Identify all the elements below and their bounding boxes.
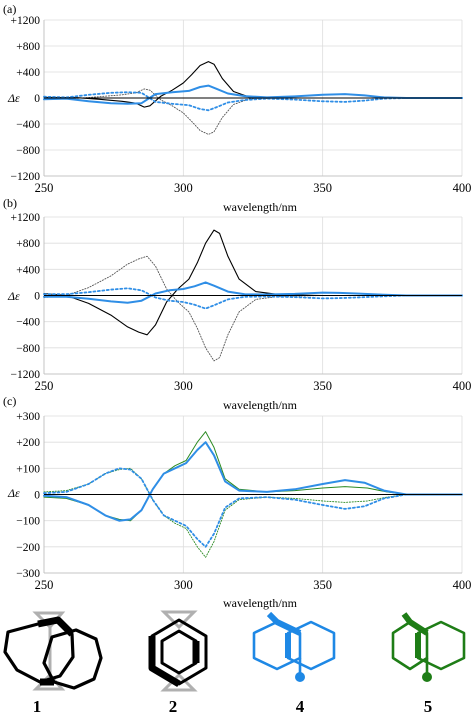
series-line-blue-solid (43, 84, 463, 105)
structure-label-5: 5 (424, 697, 433, 715)
series-line-blue-dotted (43, 467, 463, 548)
series-line-green-solid (43, 431, 463, 522)
y-tick-label: −1200 (11, 369, 41, 381)
y-tick-label: −1200 (11, 171, 41, 183)
series-group (43, 61, 463, 135)
x-axis-label: wavelength/nm (223, 398, 298, 412)
structure-label-4: 4 (296, 697, 305, 715)
structure-2-drawing (148, 610, 208, 692)
structure-1-drawing (3, 611, 103, 691)
y-tick-label: −800 (16, 145, 40, 157)
y-tick-label: +300 (16, 411, 40, 423)
y-tick-label: +800 (16, 41, 40, 53)
series-line-black-dotted (43, 88, 463, 135)
x-tick-label: 350 (313, 379, 332, 393)
x-axis-label: wavelength/nm (223, 596, 298, 610)
structure-label-1: 1 (33, 697, 42, 715)
panel-label: (c) (3, 394, 16, 408)
x-tick-label: 350 (313, 578, 332, 592)
series-line-blue-solid (43, 441, 463, 522)
y-ticks: +300 +200 +100 0 −100 −200 −300 (16, 411, 40, 580)
x-tick-label: 400 (453, 379, 472, 393)
y-tick-label: +400 (16, 264, 40, 276)
series-line-blue-dotted (43, 91, 463, 112)
grid (43, 415, 463, 574)
grid (43, 19, 463, 177)
series-line-blue-dotted (43, 287, 463, 310)
x-tick-label: 250 (35, 578, 54, 592)
panel-c: (c) +300 +200 +100 0 −100 −200 −300 250 300 350 4… (3, 394, 471, 610)
x-axis-label: wavelength/nm (223, 200, 298, 214)
x-ticks: 250 300 350 400 (35, 181, 472, 195)
panel-b: (b) +1200 +800 +400 0 −400 −800 −1200 250 300 35… (3, 196, 471, 412)
y-tick-label: +400 (16, 67, 40, 79)
series-line-black-solid (43, 61, 463, 108)
x-tick-label: 250 (35, 379, 54, 393)
y-tick-label: 0 (34, 291, 40, 303)
y-tick-label: −800 (16, 343, 40, 355)
y-tick-label: 0 (34, 93, 40, 105)
series-line-green-dotted (43, 467, 463, 558)
x-tick-label: 350 (313, 181, 332, 195)
y-tick-label: +1200 (11, 15, 41, 27)
series-group (43, 229, 463, 362)
x-ticks: 250 300 350 400 (35, 578, 472, 592)
y-tick-label: +800 (16, 238, 40, 250)
y-tick-label: −400 (16, 317, 40, 329)
y-tick-label: 0 (34, 490, 40, 502)
y-tick-label: −200 (16, 542, 40, 554)
y-ticks: +1200 +800 +400 0 −400 −800 −1200 (11, 15, 41, 183)
y-tick-label: +1200 (11, 212, 41, 224)
x-tick-label: 400 (453, 578, 472, 592)
y-tick-label: −300 (16, 568, 40, 580)
panel-label: (a) (3, 2, 16, 16)
structure-label-2: 2 (169, 697, 178, 715)
x-tick-label: 400 (453, 181, 472, 195)
series-group (43, 431, 463, 558)
x-tick-label: 300 (174, 379, 193, 393)
panel-label: (b) (3, 196, 17, 210)
structure-5-drawing (391, 612, 466, 682)
y-tick-label: −400 (16, 119, 40, 131)
y-tick-label: +200 (16, 437, 40, 449)
x-ticks: 250 300 350 400 (35, 379, 472, 393)
x-tick-label: 300 (174, 181, 193, 195)
x-tick-label: 250 (35, 181, 54, 195)
series-line-black-solid (43, 229, 463, 336)
y-axis-label: Δε (7, 486, 20, 500)
y-axis-label: Δε (7, 289, 20, 303)
series-line-blue-solid (43, 281, 463, 304)
x-tick-label: 300 (174, 578, 193, 592)
panel-a: (a) +1200 +800 +400 0 −400 −800 −1200 250 300 35… (3, 2, 471, 214)
y-tick-label: −100 (16, 516, 40, 528)
y-axis-label: Δε (7, 91, 20, 105)
y-ticks: +1200 +800 +400 0 −400 −800 −1200 (11, 212, 41, 381)
structure-4-drawing (252, 611, 336, 682)
y-tick-label: +100 (16, 463, 40, 475)
series-line-black-dotted (43, 255, 463, 362)
